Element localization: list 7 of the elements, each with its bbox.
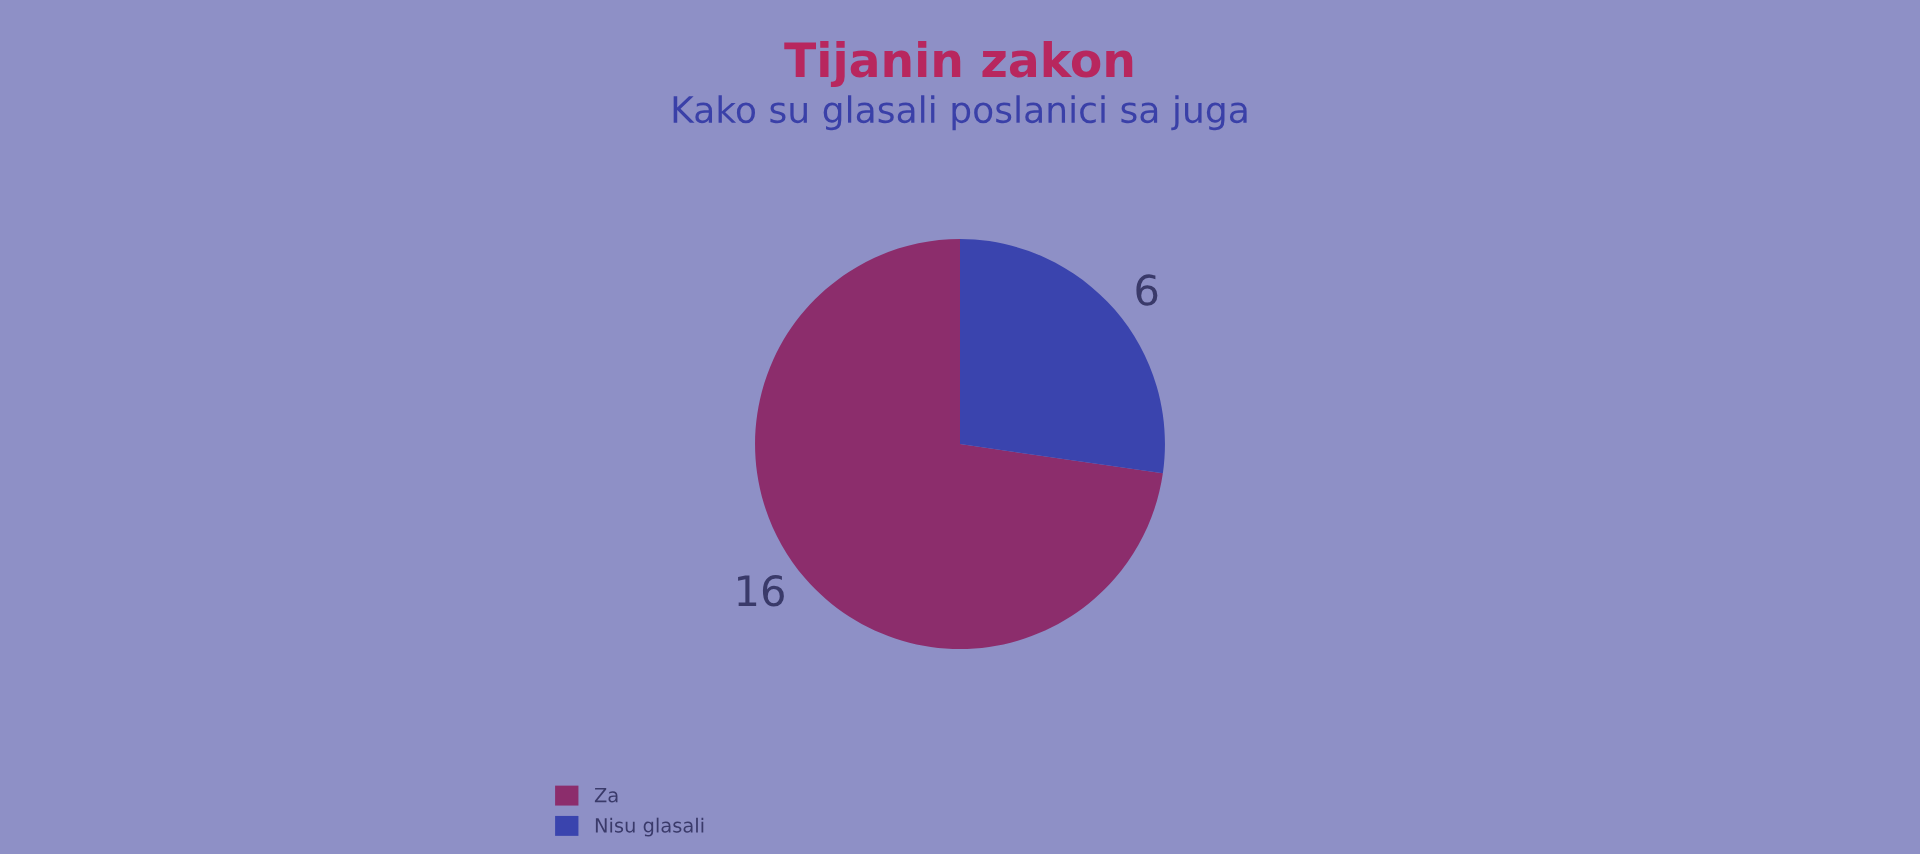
chart-subtitle: Kako su glasali poslanici sa juga bbox=[673, 95, 1247, 131]
legend-label: Nisu glasali bbox=[595, 817, 704, 837]
data-label: 16 bbox=[738, 574, 784, 607]
legend-label: Za bbox=[594, 787, 618, 803]
pie-slice bbox=[960, 239, 1165, 474]
chart-title: Tijanin zakon bbox=[784, 41, 1133, 88]
data-label: 6 bbox=[1136, 274, 1158, 306]
